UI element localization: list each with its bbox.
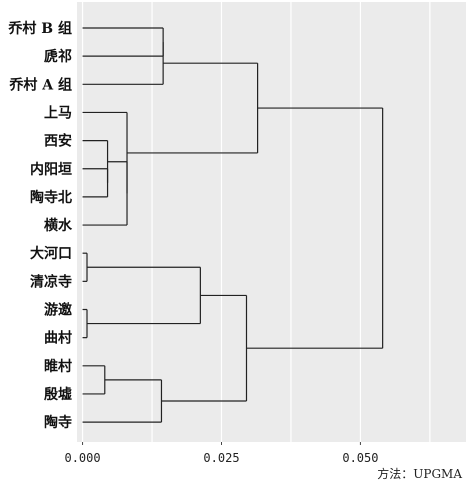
leaf-label: 西安 xyxy=(44,133,72,150)
x-tick-label: 0.050 xyxy=(342,451,378,465)
x-tick-label: 0.025 xyxy=(203,451,239,465)
leaf-label: 曲村 xyxy=(44,330,72,347)
leaf-label: 睢村 xyxy=(44,358,72,375)
leaf-label: 乔村 A 组 xyxy=(8,76,72,93)
x-tick-label: 0.000 xyxy=(64,451,100,465)
leaf-label: 乔村 B 组 xyxy=(7,20,72,37)
leaf-label: 殷墟 xyxy=(44,386,72,403)
leaf-label: 内阳垣 xyxy=(30,161,72,178)
leaf-label: 清凉寺 xyxy=(30,273,72,290)
leaf-label: 游邀 xyxy=(44,302,72,319)
leaf-label: 大河口 xyxy=(30,245,72,262)
leaf-label: 陶寺北 xyxy=(30,189,72,206)
x-axis-ticks: 0.000 0.025 0.050 xyxy=(64,442,378,465)
dendrogram-branches xyxy=(82,27,384,423)
leaf-label: 虒祁 xyxy=(44,48,72,65)
method-note: 方法：UPGMA xyxy=(377,466,462,481)
plot-panel xyxy=(77,2,466,442)
leaf-label: 陶寺 xyxy=(44,414,72,431)
leaf-label: 上马 xyxy=(44,105,72,121)
leaf-label: 横水 xyxy=(44,217,73,234)
gridlines xyxy=(81,2,431,442)
